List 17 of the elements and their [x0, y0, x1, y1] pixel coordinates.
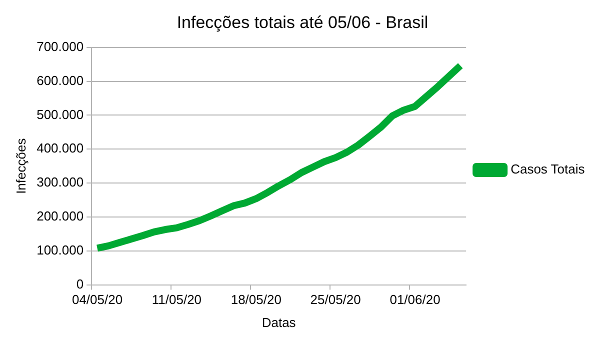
y-axis-title: Infecções: [13, 138, 28, 194]
y-tick-label: 700.000: [36, 38, 84, 54]
y-tick-label: 100.000: [36, 242, 84, 258]
x-tick-label: 11/05/20: [152, 292, 202, 308]
y-tick-label: 400.000: [36, 140, 84, 156]
x-tick-label: 04/05/20: [72, 292, 123, 308]
y-tick-label: 200.000: [36, 208, 84, 224]
x-tick-label: 25/05/20: [310, 292, 361, 308]
y-tick-label: 300.000: [36, 174, 84, 190]
x-tick-label: 01/06/20: [390, 292, 440, 308]
chart-title: Infecções totais até 05/06 - Brasil: [176, 12, 428, 32]
y-tick-label: 0: [76, 276, 84, 292]
y-tick-label: 600.000: [36, 72, 84, 88]
y-tick-label: 500.000: [36, 106, 84, 122]
legend-label: Casos Totais: [510, 162, 586, 177]
x-tick-label: 18/05/20: [230, 292, 282, 308]
x-axis-title: Datas: [262, 314, 296, 330]
